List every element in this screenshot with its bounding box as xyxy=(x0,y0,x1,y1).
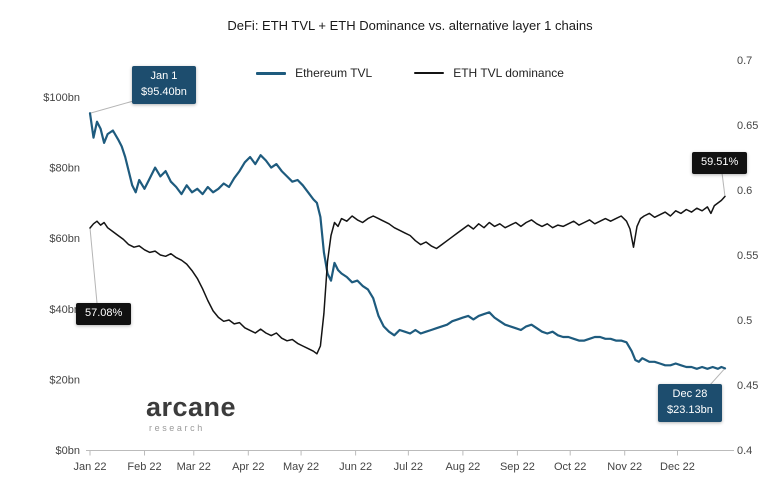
arcane-research-logo: arcane research xyxy=(146,392,237,434)
svg-text:$40bn: $40bn xyxy=(49,304,80,316)
ethereum-tvl-line-swatch xyxy=(256,71,287,75)
annotation-jan1-tvl: Jan 1 $95.40bn xyxy=(132,66,196,104)
svg-text:Apr 22: Apr 22 xyxy=(232,461,264,473)
svg-text:$0bn: $0bn xyxy=(56,445,80,457)
annotation-dominance-start: 57.08% xyxy=(76,303,132,325)
svg-text:Jun 22: Jun 22 xyxy=(339,461,372,473)
svg-text:0.45: 0.45 xyxy=(737,380,758,392)
annotation-date: Dec 28 xyxy=(672,388,708,400)
chart-title: DeFi: ETH TVL + ETH Dominance vs. altern… xyxy=(227,18,593,33)
svg-text:$60bn: $60bn xyxy=(49,233,80,245)
svg-text:Aug 22: Aug 22 xyxy=(445,461,480,473)
annotation-value: 59.51% xyxy=(701,156,739,168)
svg-text:$100bn: $100bn xyxy=(43,92,80,104)
svg-text:Dec 22: Dec 22 xyxy=(660,461,695,473)
svg-text:0.5: 0.5 xyxy=(737,315,752,327)
svg-text:$20bn: $20bn xyxy=(49,374,80,386)
legend: Ethereum TVL ETH TVL dominance xyxy=(85,66,735,80)
svg-text:Sep 22: Sep 22 xyxy=(500,461,535,473)
svg-text:Mar 22: Mar 22 xyxy=(177,461,211,473)
svg-text:0.55: 0.55 xyxy=(737,250,758,262)
svg-text:Nov 22: Nov 22 xyxy=(607,461,642,473)
legend-item-eth-tvl-dominance[interactable]: ETH TVL dominance xyxy=(414,66,564,80)
svg-text:May 22: May 22 xyxy=(283,461,319,473)
annotation-date: Jan 1 xyxy=(150,70,178,82)
legend-label: ETH TVL dominance xyxy=(453,66,564,80)
logo-subtitle: research xyxy=(149,423,205,433)
annotation-dominance-end: 59.51% xyxy=(692,152,748,174)
svg-text:0.4: 0.4 xyxy=(737,445,752,457)
legend-item-ethereum-tvl[interactable]: Ethereum TVL xyxy=(256,66,372,80)
svg-text:0.7: 0.7 xyxy=(737,55,752,67)
annotation-value: 57.08% xyxy=(85,307,123,319)
svg-text:Feb 22: Feb 22 xyxy=(127,461,161,473)
eth-dominance-line-swatch xyxy=(414,72,445,74)
svg-text:Oct 22: Oct 22 xyxy=(554,461,586,473)
svg-text:Jul 22: Jul 22 xyxy=(394,461,423,473)
logo-wordmark: arcane xyxy=(146,392,237,422)
svg-text:0.65: 0.65 xyxy=(737,120,758,132)
annotation-value: $95.40bn xyxy=(141,85,187,98)
svg-text:Jan 22: Jan 22 xyxy=(73,461,106,473)
annotation-value: $23.13bn xyxy=(667,403,713,416)
svg-text:0.6: 0.6 xyxy=(737,185,752,197)
svg-text:$80bn: $80bn xyxy=(49,163,80,175)
legend-label: Ethereum TVL xyxy=(295,66,373,80)
annotation-dec28-tvl: Dec 28 $23.13bn xyxy=(658,384,722,422)
